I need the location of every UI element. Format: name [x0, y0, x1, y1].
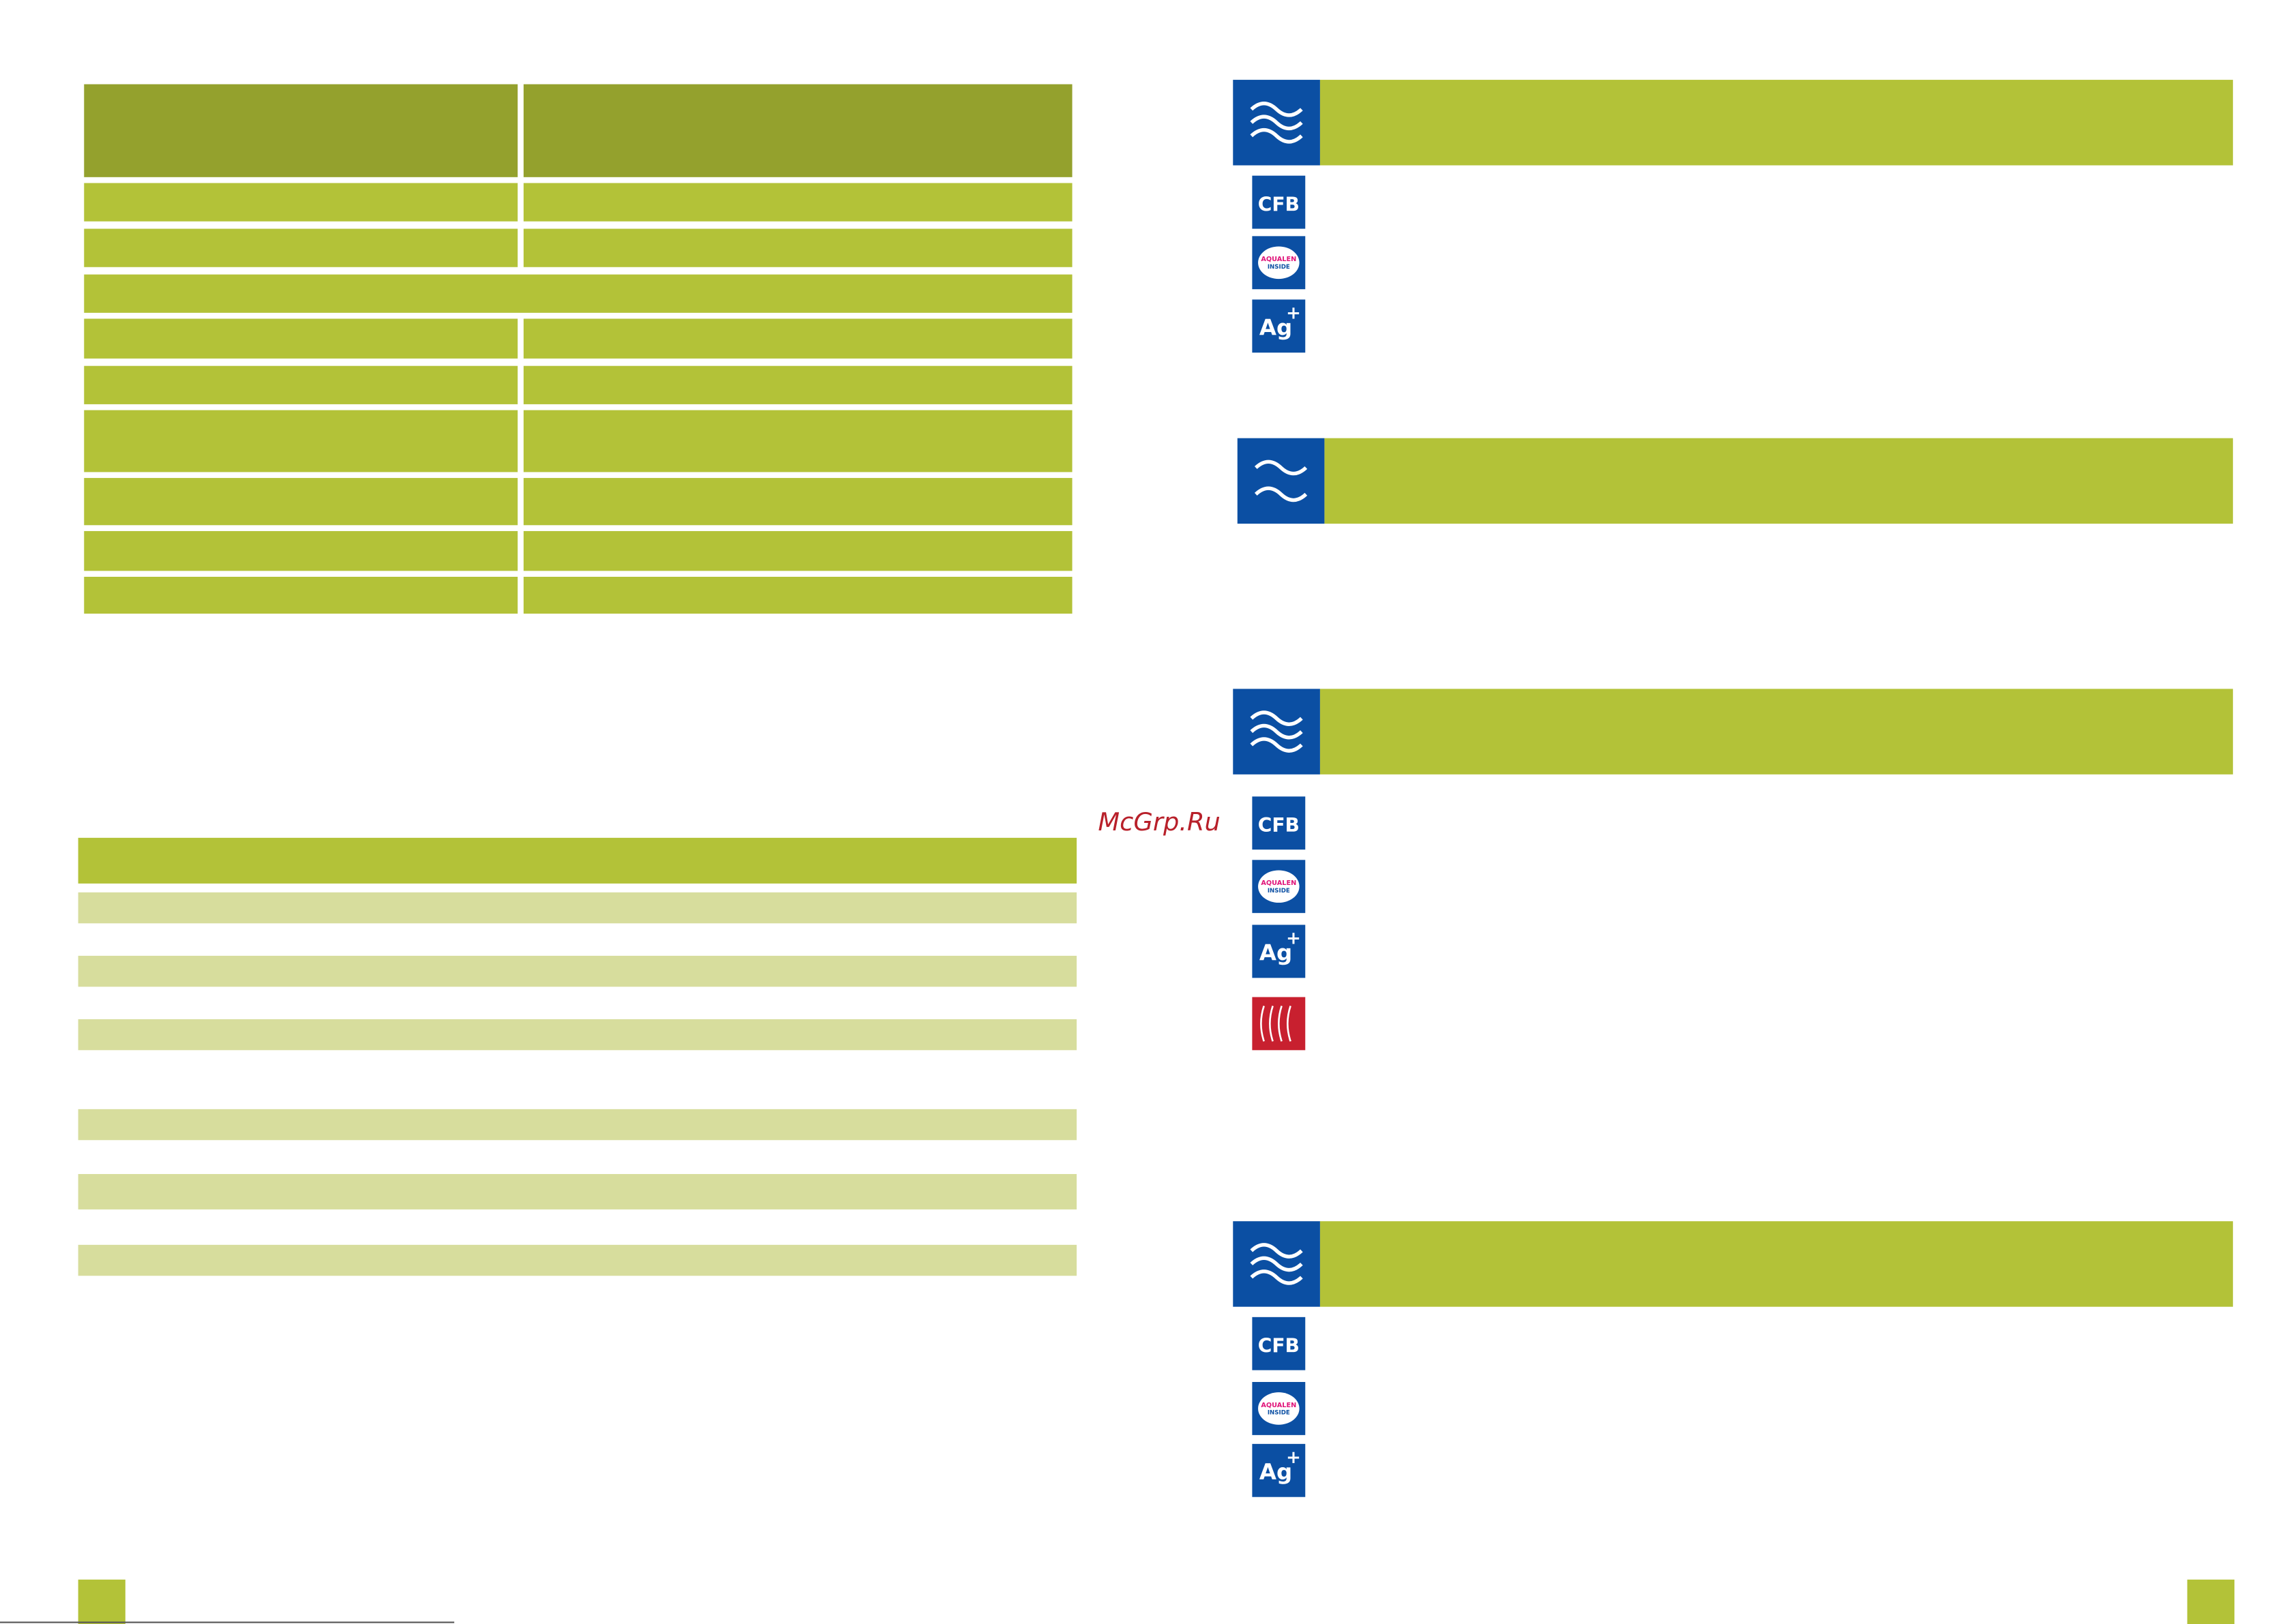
badge-line — [1287, 1006, 1291, 1042]
wave — [1254, 486, 1308, 502]
badge-text: CFB — [1258, 814, 1300, 837]
table-header-cell — [523, 84, 1073, 177]
spec-table — [84, 84, 1073, 614]
page-tab — [78, 1579, 125, 1624]
wave — [1250, 1256, 1303, 1272]
wave — [1250, 723, 1303, 740]
badge-text: INSIDE — [1268, 1410, 1290, 1417]
badge — [1252, 1317, 1306, 1370]
badge-sup: + — [1286, 1447, 1301, 1468]
badge-sup: + — [1286, 929, 1301, 949]
wave — [1250, 1243, 1303, 1259]
badge — [1252, 299, 1306, 353]
wave — [1250, 1269, 1303, 1285]
watermark: McGrp.Ru — [1098, 807, 1220, 837]
badge-line — [1260, 1006, 1265, 1042]
feature-section — [1237, 438, 2233, 524]
section-bar — [1319, 80, 2233, 166]
badge-text: CFB — [1258, 1335, 1300, 1357]
badge-text: CFB — [1258, 194, 1300, 216]
badge-line — [1278, 1006, 1283, 1042]
badge-text: AQUALEN — [1261, 879, 1296, 887]
badge-text: Ag — [1259, 314, 1292, 340]
badge-text: AQUALEN — [1261, 256, 1296, 263]
badge-line — [1269, 1006, 1274, 1042]
section-bar — [1319, 1221, 2233, 1307]
badge-text: Ag — [1259, 1459, 1292, 1485]
badge-logo — [1258, 1392, 1300, 1425]
badge — [1252, 175, 1306, 229]
badge-text: AQUALEN — [1261, 1402, 1296, 1409]
section-icon — [1237, 438, 1325, 524]
wave — [1254, 460, 1308, 476]
badge-text: INSIDE — [1268, 888, 1290, 894]
second-table — [78, 837, 1077, 1276]
wave — [1250, 127, 1303, 144]
badge — [1252, 796, 1306, 850]
section-bar — [1324, 438, 2233, 524]
badge-sup: + — [1286, 303, 1301, 323]
section-bar — [1319, 689, 2233, 775]
badge — [1252, 924, 1306, 978]
table-header-cell — [84, 84, 518, 177]
wave — [1250, 737, 1303, 753]
badge-text: Ag — [1259, 939, 1292, 965]
wave — [1250, 710, 1303, 726]
badge-logo — [1258, 870, 1300, 903]
badge-text: INSIDE — [1268, 264, 1290, 271]
page-tab — [2187, 1579, 2234, 1624]
badge — [1252, 1443, 1306, 1497]
wave — [1250, 115, 1303, 131]
wave — [1250, 101, 1303, 117]
badge-logo — [1258, 246, 1300, 280]
